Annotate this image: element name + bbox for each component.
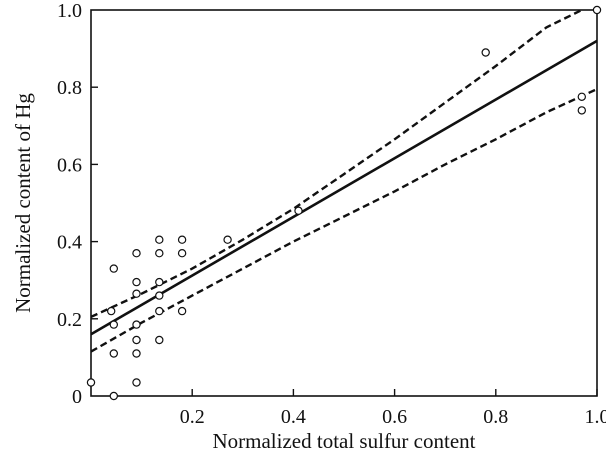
y-tick-label: 0 <box>72 386 82 408</box>
data-point <box>577 106 587 115</box>
data-point <box>155 235 164 244</box>
data-point <box>155 277 164 287</box>
data-point <box>223 235 232 244</box>
y-tick-label: 0.8 <box>57 77 82 99</box>
data-point <box>132 335 141 345</box>
x-tick-label: 1.0 <box>585 406 606 428</box>
confidence-band-line <box>90 88 598 353</box>
fit-lines <box>90 8 598 353</box>
data-point <box>155 291 164 300</box>
data-point <box>155 248 164 258</box>
data-point <box>481 48 490 57</box>
data-point <box>177 235 187 244</box>
data-point <box>132 277 141 287</box>
data-point <box>109 320 119 329</box>
x-tick-label: 0.2 <box>180 406 205 428</box>
data-point <box>132 349 141 358</box>
x-axis-title: Normalized total sulfur content <box>212 429 475 453</box>
data-point <box>155 306 164 316</box>
x-tick-label: 0.8 <box>483 406 508 428</box>
data-point <box>106 306 116 316</box>
y-axis-title: Normalized content of Hg <box>11 93 35 313</box>
data-point <box>109 349 119 358</box>
axis-ticks: 0.2 0.4 0.6 0.8 1.0 0 0.2 0.4 0.6 0.8 1.0 <box>57 0 606 428</box>
data-point <box>155 335 164 345</box>
confidence-band-line <box>90 8 583 318</box>
y-tick-label: 1.0 <box>57 0 82 22</box>
x-tick-label: 0.6 <box>382 406 407 428</box>
data-point <box>294 206 303 215</box>
data-point <box>132 320 141 329</box>
data-point <box>577 92 587 102</box>
y-tick-label: 0.4 <box>57 232 82 254</box>
data-points <box>86 5 602 401</box>
regression-line <box>90 39 598 336</box>
data-point <box>132 289 141 298</box>
data-point <box>86 378 96 387</box>
data-point <box>177 306 187 316</box>
data-point <box>109 264 119 273</box>
data-point <box>132 248 141 258</box>
x-tick-label: 0.4 <box>281 406 306 428</box>
data-point <box>177 248 187 258</box>
data-point <box>109 391 119 401</box>
y-tick-label: 0.6 <box>57 154 82 176</box>
plot-area-frame <box>90 9 598 397</box>
data-point <box>132 378 141 387</box>
data-point <box>592 5 602 15</box>
y-tick-label: 0.2 <box>57 309 82 331</box>
